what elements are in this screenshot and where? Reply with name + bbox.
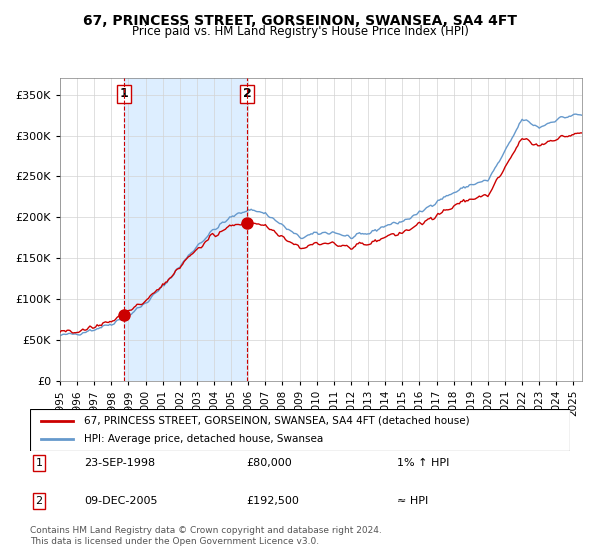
Text: £80,000: £80,000 [246, 458, 292, 468]
Text: 1: 1 [35, 458, 43, 468]
FancyBboxPatch shape [30, 409, 570, 451]
Text: 67, PRINCESS STREET, GORSEINON, SWANSEA, SA4 4FT (detached house): 67, PRINCESS STREET, GORSEINON, SWANSEA,… [84, 416, 470, 426]
Text: 2: 2 [35, 496, 43, 506]
Text: HPI: Average price, detached house, Swansea: HPI: Average price, detached house, Swan… [84, 434, 323, 444]
Text: Contains HM Land Registry data © Crown copyright and database right 2024.
This d: Contains HM Land Registry data © Crown c… [30, 526, 382, 546]
Text: Price paid vs. HM Land Registry's House Price Index (HPI): Price paid vs. HM Land Registry's House … [131, 25, 469, 38]
Bar [124, 78, 247, 381]
Text: 23-SEP-1998: 23-SEP-1998 [84, 458, 155, 468]
Text: ≈ HPI: ≈ HPI [397, 496, 428, 506]
Text: 1: 1 [119, 87, 128, 100]
Text: £192,500: £192,500 [246, 496, 299, 506]
Text: 09-DEC-2005: 09-DEC-2005 [84, 496, 157, 506]
Text: 1% ↑ HPI: 1% ↑ HPI [397, 458, 449, 468]
Text: 2: 2 [243, 87, 251, 100]
Text: 67, PRINCESS STREET, GORSEINON, SWANSEA, SA4 4FT: 67, PRINCESS STREET, GORSEINON, SWANSEA,… [83, 14, 517, 28]
